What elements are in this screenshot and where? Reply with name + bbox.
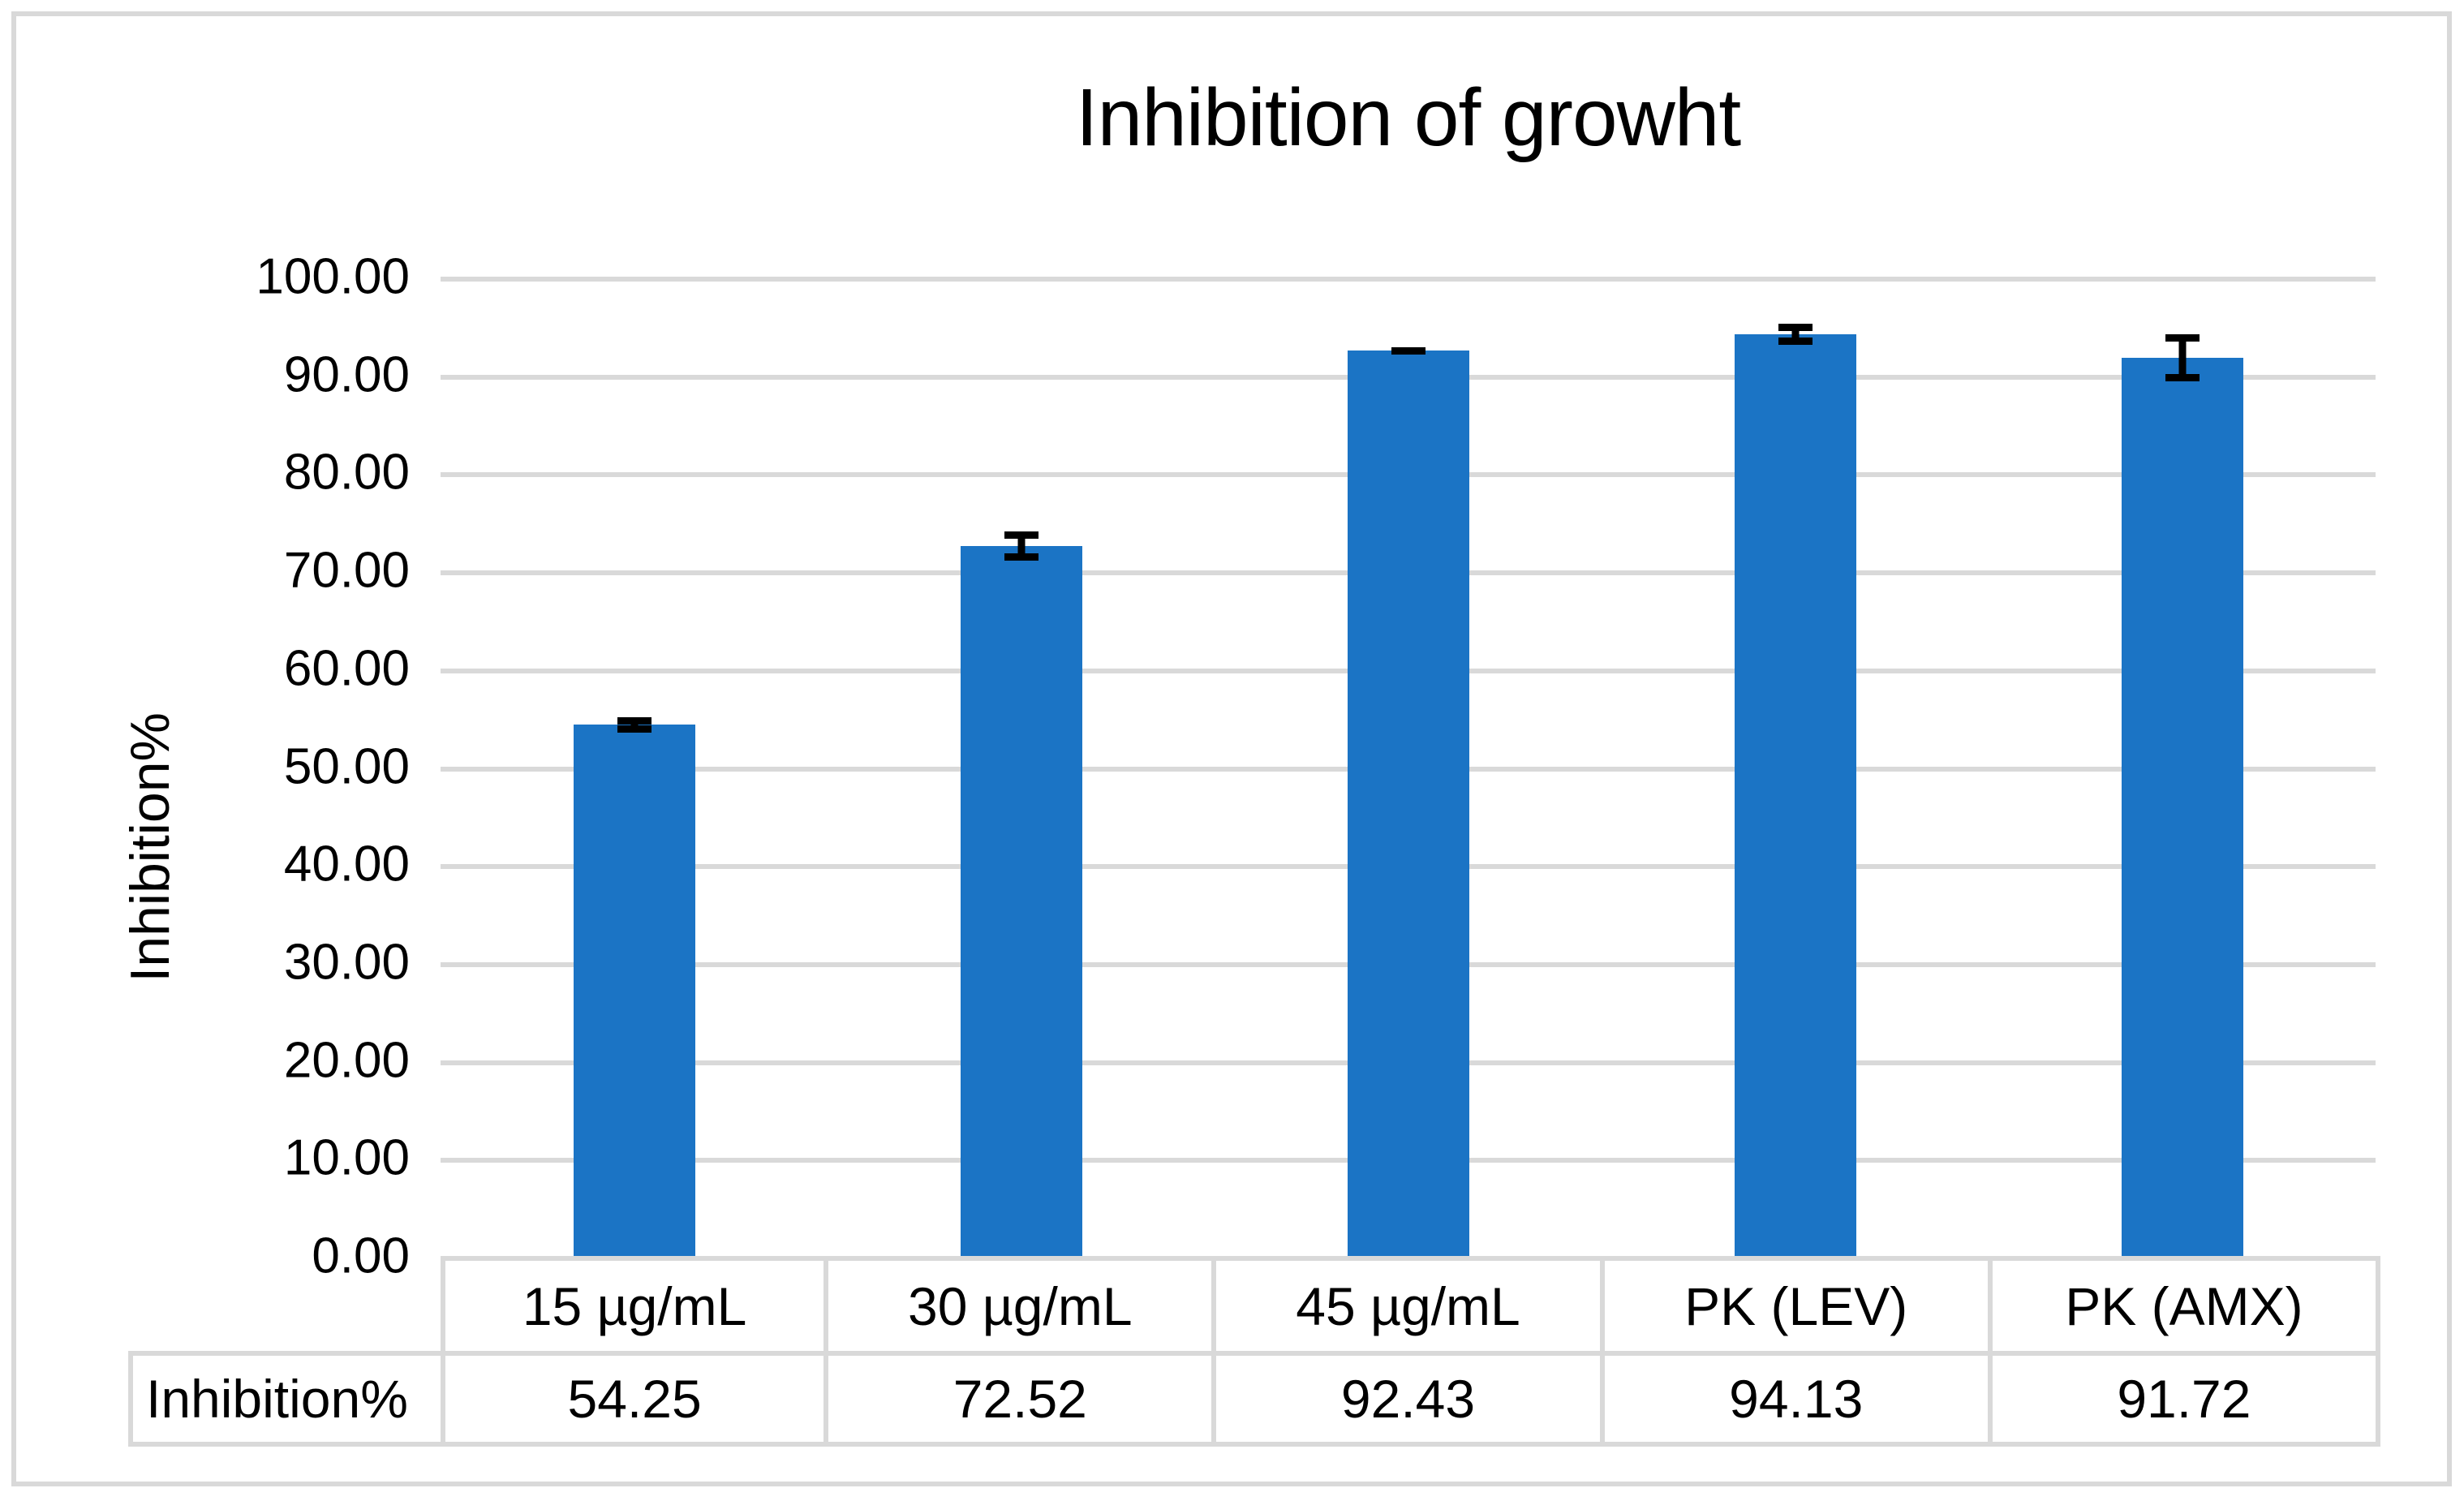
table-series-label: Inhibition% [128,1351,441,1447]
y-axis-tick-labels: 100.00 90.00 80.00 70.00 60.00 50.00 40.00 30.0… [0,249,410,1284]
bar-PK (AMX) [2121,357,2243,1256]
y-tick-label-40.00: 40.00 [283,836,410,892]
table-category-header-30 µg/mL: 30 µg/mL [828,1256,1217,1351]
error-bar-PK (AMX) [2165,333,2200,381]
error-bar-cap-bottom [1004,553,1038,561]
error-bar-cap-bottom [2165,373,2200,381]
table-category-header-PK (LEV): PK (LEV) [1604,1256,1993,1351]
y-tick-label-100.00: 100.00 [256,248,410,305]
error-bar-cap-top [1778,323,1813,331]
table-category-header-45 µg/mL: 45 µg/mL [1216,1256,1605,1351]
table-value-cell-PK (AMX): 91.72 [1992,1351,2380,1447]
y-tick-label-60.00: 60.00 [283,640,410,697]
error-bar-cap-bottom [617,725,651,733]
error-bar-cap-bottom [1778,338,1813,346]
data-table: 15 µg/mL 30 µg/mL 45 µg/mL PK (LEV) PK (AMX)… [128,1256,2380,1447]
table-category-header-15 µg/mL: 15 µg/mL [441,1256,829,1351]
error-bar-45 µg/mL [1391,346,1426,355]
error-bar-stem [1791,323,1799,346]
y-tick-label-50.00: 50.00 [283,738,410,794]
error-bar-stem [1017,531,1025,561]
y-tick-label-70.00: 70.00 [283,542,410,599]
table-value-cell-PK (LEV): 94.13 [1604,1351,1993,1447]
bar-45 µg/mL [1347,351,1469,1256]
table-corner-blank [128,1256,441,1351]
chart-outer-border [11,11,2452,1486]
error-bar-cap-top [2165,333,2200,342]
table-value-cell-30 µg/mL: 72.52 [828,1351,1217,1447]
table-category-header-PK (AMX): PK (AMX) [1992,1256,2380,1351]
error-bar-30 µg/mL [1004,531,1038,561]
bar-15 µg/mL [573,725,695,1256]
error-bar-cap-top [617,716,651,725]
error-bar-PK (LEV) [1778,323,1813,346]
y-tick-label-0.00: 0.00 [312,1228,410,1284]
y-tick-label-20.00: 20.00 [283,1032,410,1089]
gridline-100.00 [441,277,2376,282]
error-bar-cap-bottom [1391,347,1426,355]
bar-PK (LEV) [1734,333,1856,1256]
y-tick-label-90.00: 90.00 [283,346,410,403]
error-bar-15 µg/mL [617,716,651,733]
plot-area [441,277,2376,1256]
table-value-cell-15 µg/mL: 54.25 [441,1351,829,1447]
bar-30 µg/mL [960,545,1082,1256]
error-bar-stem [2178,333,2186,381]
table-value-cell-45 µg/mL: 92.43 [1216,1351,1605,1447]
y-tick-label-10.00: 10.00 [283,1129,410,1186]
y-tick-label-80.00: 80.00 [283,444,410,501]
error-bar-stem [630,716,638,733]
y-tick-label-30.00: 30.00 [283,934,410,991]
chart-title: Inhibition of growht [1075,72,1741,163]
error-bar-cap-top [1004,531,1038,539]
